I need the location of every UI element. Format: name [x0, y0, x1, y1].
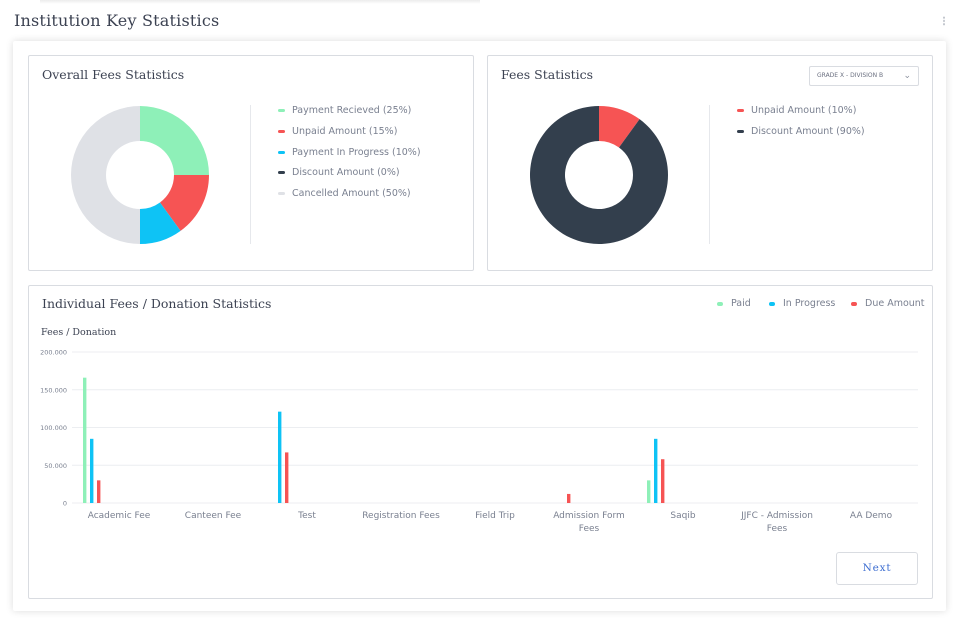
overall-legend-swatch [278, 150, 285, 154]
fees-legend-item: Unpaid Amount (10%) [737, 105, 865, 126]
fees-divider [709, 105, 710, 244]
overall-legend-swatch [278, 192, 285, 196]
donut-slice-unpaid-amount [599, 106, 640, 148]
legend-label-paid: Paid [731, 298, 751, 309]
fees-legend-label: Unpaid Amount (10%) [751, 105, 857, 116]
x-tick-label: JJFC - Admission [740, 511, 813, 521]
x-tick-label: Saqib [670, 511, 695, 521]
bar-paid-saqib [647, 480, 651, 503]
bar-in-progress-saqib [654, 438, 658, 503]
overall-legend-label: Unpaid Amount (15%) [292, 125, 398, 137]
overall-legend-swatch [278, 109, 285, 112]
overall-legend-item: Cancelled Amount (50%) [278, 188, 421, 209]
legend-item-due-amount: Due Amount [851, 298, 925, 309]
donut-slice-cancelled-amount [71, 106, 140, 244]
grade-division-select[interactable]: GRADE X - DIVISION B ⌄ [809, 66, 919, 86]
overall-legend-item: Unpaid Amount (15%) [278, 126, 421, 147]
donut-slice-unpaid-amount [159, 175, 209, 231]
bar-due-amount-admission-form-fees [567, 493, 571, 503]
individual-fees-legend: Paid In Progress Due Amount [0, 298, 960, 312]
overall-legend-swatch [278, 129, 285, 133]
fees-legend-label: Discount Amount (90%) [751, 125, 865, 137]
overall-divider [250, 105, 251, 244]
y-tick-label: 200.000 [40, 349, 67, 357]
individual-fees-panel [28, 285, 933, 599]
fees-legend-swatch [737, 129, 744, 133]
fees-legend-item: Discount Amount (90%) [737, 126, 865, 147]
bar-in-progress-test [278, 411, 282, 503]
x-tick-label: AA Demo [850, 511, 893, 521]
legend-swatch-in-progress [769, 301, 775, 306]
top-fade [40, 0, 480, 4]
legend-label-due-amount: Due Amount [865, 298, 925, 309]
chevron-down-icon: ⌄ [903, 71, 911, 81]
y-axis-label: Fees / Donation [41, 327, 117, 338]
donut-slice-payment-recieved [140, 106, 209, 175]
fees-legend-swatch [737, 109, 744, 112]
x-tick-label: Field Trip [475, 511, 515, 521]
x-tick-label: Canteen Fee [185, 511, 242, 521]
legend-swatch-paid [717, 301, 723, 306]
x-tick-label: Admission Form [553, 511, 625, 521]
y-tick-label: 50.000 [44, 462, 67, 470]
legend-swatch-due-amount [851, 301, 857, 306]
fees-title: Fees Statistics [501, 67, 594, 82]
bar-paid-academic-fee [83, 377, 87, 503]
overall-fees-donut [71, 106, 209, 244]
page-title: Institution Key Statistics [14, 11, 220, 30]
grade-division-value: GRADE X - DIVISION B [817, 72, 884, 79]
legend-label-in-progress: In Progress [783, 298, 836, 309]
overall-legend-item: Payment Recieved (25%) [278, 105, 421, 126]
legend-item-in-progress: In Progress [769, 298, 835, 309]
overall-legend-label: Payment In Progress (10%) [292, 146, 421, 158]
overall-legend-item: Payment In Progress (10%) [278, 147, 421, 168]
overall-legend-label: Cancelled Amount (50%) [292, 188, 411, 200]
fees-legend: Unpaid Amount (10%) Discount Amount (90%) [737, 105, 865, 147]
x-tick-label: Fees [579, 524, 600, 534]
donut-slice-payment-in-progress [140, 202, 181, 244]
next-button[interactable]: Next [836, 552, 918, 585]
bar-due-amount-academic-fee [97, 480, 101, 503]
x-tick-label: Fees [767, 524, 788, 534]
bar-due-amount-saqib [661, 459, 665, 503]
y-tick-label: 100.000 [40, 424, 67, 432]
individual-fees-title: Individual Fees / Donation Statistics [42, 296, 272, 311]
overall-legend-swatch [278, 171, 285, 175]
x-tick-label: Academic Fee [88, 511, 151, 521]
overall-legend-label: Discount Amount (0%) [292, 167, 400, 179]
x-tick-label: Registration Fees [362, 511, 440, 521]
legend-item-paid: Paid [717, 298, 751, 309]
overall-fees-title: Overall Fees Statistics [42, 67, 185, 82]
fees-donut [530, 106, 668, 244]
overall-fees-legend: Payment Recieved (25%) Unpaid Amount (15%… [278, 105, 421, 209]
fees-panel [487, 55, 933, 271]
donut-slice-discount-amount [530, 106, 668, 244]
individual-fees-bar-chart: 0 50.000 100.000 150.000 200.000 Academic Fee… [40, 349, 918, 534]
y-tick-label: 0 [63, 500, 67, 508]
y-tick-label: 150.000 [40, 386, 67, 394]
bar-in-progress-academic-fee [90, 438, 94, 503]
overall-legend-label: Payment Recieved (25%) [292, 105, 412, 116]
drag-handle-icon[interactable] [942, 16, 946, 26]
overall-legend-item: Discount Amount (0%) [278, 167, 421, 188]
x-tick-label: Test [297, 511, 316, 521]
bar-due-amount-test [285, 452, 289, 503]
